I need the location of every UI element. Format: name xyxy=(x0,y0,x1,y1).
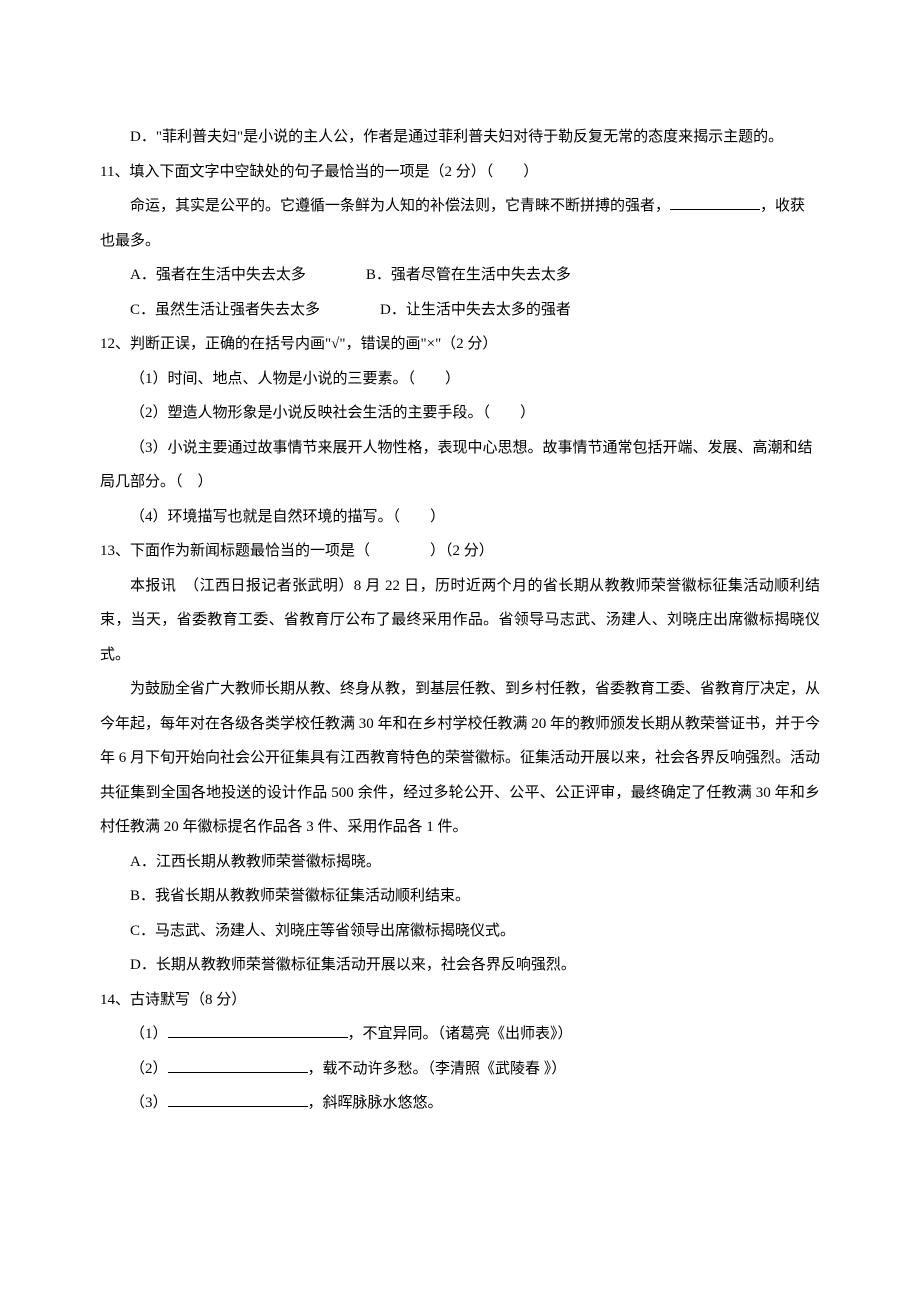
q11-option-d: D．让生活中失去太多的强者 xyxy=(380,302,571,318)
q14-item3: （3） ，斜晖脉脉水悠悠。 xyxy=(100,1086,820,1121)
q14-item2-prefix: （2） xyxy=(130,1061,168,1077)
opening-option-d: D．"菲利普夫妇"是小说的主人公，作者是通过菲利普夫妇对待于勒反复无常的态度来揭… xyxy=(100,120,820,155)
q13-option-d: D．长期从教教师荣誉徽标征集活动开展以来，社会各界反响强烈。 xyxy=(100,948,820,983)
q13-para1: 本报讯 （江西日报记者张武明）8 月 22 日，历时近两个月的省长期从教教师荣誉… xyxy=(100,569,820,673)
q11-body: 命运，其实是公平的。它遵循一条鲜为人知的补偿法则，它青睐不断拼搏的强者，，收获也… xyxy=(100,189,820,258)
q12-item3: （3）小说主要通过故事情节来展开人物性格，表现中心思想。故事情节通常包括开端、发… xyxy=(100,431,820,500)
q14-item2-suffix: ，载不动许多愁。（李清照《武陵春 》） xyxy=(308,1061,567,1077)
q13-option-a: A．江西长期从教教师荣誉徽标揭晓。 xyxy=(100,845,820,880)
q11-option-c: C．虽然生活让强者失去太多 xyxy=(130,302,320,318)
q14-item1-blank xyxy=(168,1022,348,1038)
q14-item1: （1） ，不宜异同。（诸葛亮《出师表》） xyxy=(100,1017,820,1052)
q11-blank xyxy=(670,194,760,210)
q13-para2: 为鼓励全省广大教师长期从教、终身从教，到基层任教、到乡村任教，省委教育工委、省教… xyxy=(100,672,820,845)
q14-item3-blank xyxy=(168,1091,308,1107)
q12-item2: （2）塑造人物形象是小说反映社会生活的主要手段。（ ） xyxy=(100,396,820,431)
q12-item4: （4）环境描写也就是自然环境的描写。（ ） xyxy=(100,500,820,535)
q12-item1: （1）时间、地点、人物是小说的三要素。（ ） xyxy=(100,362,820,397)
q13-option-c: C．马志武、汤建人、刘晓庄等省领导出席徽标揭晓仪式。 xyxy=(100,914,820,949)
exam-page: D．"菲利普夫妇"是小说的主人公，作者是通过菲利普夫妇对待于勒反复无常的态度来揭… xyxy=(0,0,920,1241)
q14-stem: 14、古诗默写（8 分） xyxy=(100,983,820,1018)
q11-stem: 11、填入下面文字中空缺处的句子最恰当的一项是（2 分）（ ） xyxy=(100,155,820,190)
q14-item2: （2） ，载不动许多愁。（李清照《武陵春 》） xyxy=(100,1052,820,1087)
q11-options-row1: A．强者在生活中失去太多 B．强者尽管在生活中失去太多 xyxy=(100,258,820,293)
q11-option-a: A．强者在生活中失去太多 xyxy=(130,267,306,283)
q14-item2-blank xyxy=(168,1057,308,1073)
q12-stem: 12、判断正误，正确的在括号内画"√"，错误的画"×"（2 分） xyxy=(100,327,820,362)
q11-option-b: B．强者尽管在生活中失去太多 xyxy=(366,267,571,283)
q14-item3-suffix: ，斜晖脉脉水悠悠。 xyxy=(308,1095,443,1111)
q13-option-b: B．我省长期从教教师荣誉徽标征集活动顺利结束。 xyxy=(100,879,820,914)
q14-item1-prefix: （1） xyxy=(130,1026,168,1042)
q13-stem: 13、下面作为新闻标题最恰当的一项是（ ）（2 分） xyxy=(100,534,820,569)
q11-options-row2: C．虽然生活让强者失去太多 D．让生活中失去太多的强者 xyxy=(100,293,820,328)
q14-item3-prefix: （3） xyxy=(130,1095,168,1111)
q12-item3-text: （3）小说主要通过故事情节来展开人物性格，表现中心思想。故事情节通常包括开端、发… xyxy=(100,440,813,491)
q11-body-prefix: 命运，其实是公平的。它遵循一条鲜为人知的补偿法则，它青睐不断拼搏的强者， xyxy=(130,198,670,214)
q14-item1-suffix: ，不宜异同。（诸葛亮《出师表》） xyxy=(348,1026,573,1042)
